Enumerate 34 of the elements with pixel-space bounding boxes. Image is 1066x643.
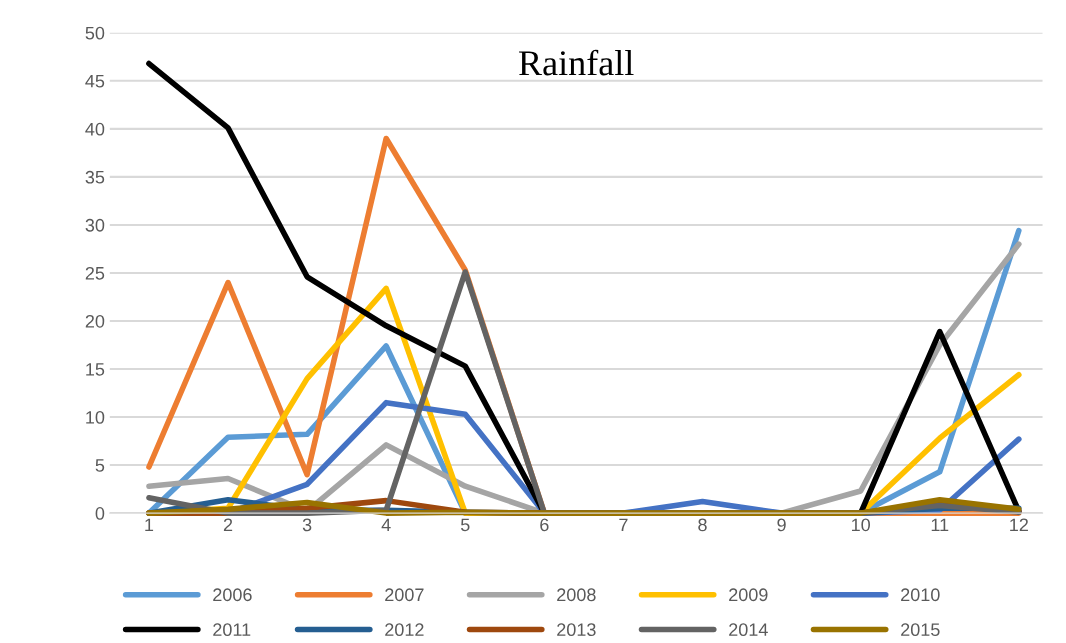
x-tick-label: 2 [223,518,233,532]
x-tick-label: 10 [852,518,870,532]
x-tick-label: 12 [1010,518,1028,532]
y-tick-label: 5 [95,459,105,472]
x-tick-label: 11 [931,518,949,532]
x-tick-label: 3 [302,518,312,532]
x-tick-label: 7 [619,518,628,532]
y-tick-label: 0 [95,507,105,520]
legend-label: 2013 [557,623,596,637]
legend-label: 2010 [901,588,940,602]
x-tick-label: 9 [777,518,786,532]
y-tick-label: 25 [85,266,105,280]
x-tick-label: 8 [698,518,707,532]
legend-label: 2009 [729,588,768,602]
x-tick-label: 6 [540,518,549,532]
y-tick-label: 35 [85,170,105,184]
legend-label: 2011 [213,623,251,637]
legend-label: 2012 [385,623,424,637]
x-tick-label: 1 [145,518,154,532]
y-tick-label: 45 [85,74,105,88]
y-tick-label: 10 [86,410,105,424]
legend-label: 2007 [385,588,424,602]
legend-label: 2008 [557,588,596,602]
y-tick-label: 20 [85,314,105,328]
legend-label: 2006 [213,588,252,602]
x-tick-label: 5 [460,518,470,532]
y-tick-label: 30 [85,218,105,232]
chart-title: Rainfall [519,49,634,76]
legend-label: 2015 [901,623,940,637]
y-tick-label: 50 [85,26,105,40]
x-tick-label: 4 [381,518,391,532]
y-tick-label: 40 [85,122,105,136]
y-tick-label: 15 [86,363,105,376]
legend-label: 2014 [729,623,768,637]
